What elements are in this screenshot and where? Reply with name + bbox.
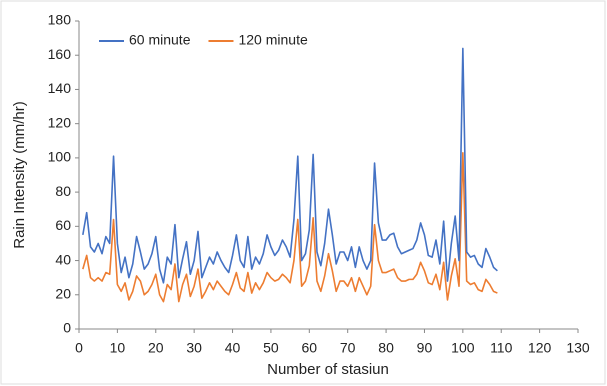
series-line [82, 47, 498, 284]
legend-label: 60 minute [129, 32, 191, 48]
x-tick-label: 120 [528, 340, 552, 356]
y-tick-label: 120 [48, 114, 72, 130]
x-tick-label: 60 [302, 340, 318, 356]
x-tick-label: 0 [75, 340, 83, 356]
y-tick-label: 160 [48, 46, 72, 62]
y-tick-label: 20 [55, 285, 71, 301]
y-tick-label: 0 [63, 320, 71, 336]
x-tick-label: 20 [148, 340, 164, 356]
y-tick-label: 140 [48, 80, 72, 96]
legend-label: 120 minute [238, 32, 307, 48]
y-tick-label: 60 [55, 217, 71, 233]
y-tick-label: 80 [55, 183, 71, 199]
x-tick-label: 110 [490, 340, 513, 356]
x-tick-label: 40 [225, 340, 241, 356]
y-tick-label: 40 [55, 251, 71, 267]
y-tick-label: 100 [48, 149, 72, 165]
y-axis-title: Rain Intensity (mm/hr) [11, 101, 28, 249]
x-tick-label: 30 [186, 340, 202, 356]
y-tick-label: 180 [48, 12, 72, 28]
x-tick-label: 10 [110, 340, 126, 356]
x-tick-label: 50 [263, 340, 279, 356]
x-axis-title: Number of stasiun [267, 361, 389, 378]
x-tick-label: 70 [340, 340, 356, 356]
x-tick-label: 80 [378, 340, 394, 356]
series-line [82, 151, 498, 303]
x-tick-label: 130 [566, 340, 590, 356]
x-tick-label: 100 [451, 340, 475, 356]
x-tick-label: 90 [417, 340, 433, 356]
